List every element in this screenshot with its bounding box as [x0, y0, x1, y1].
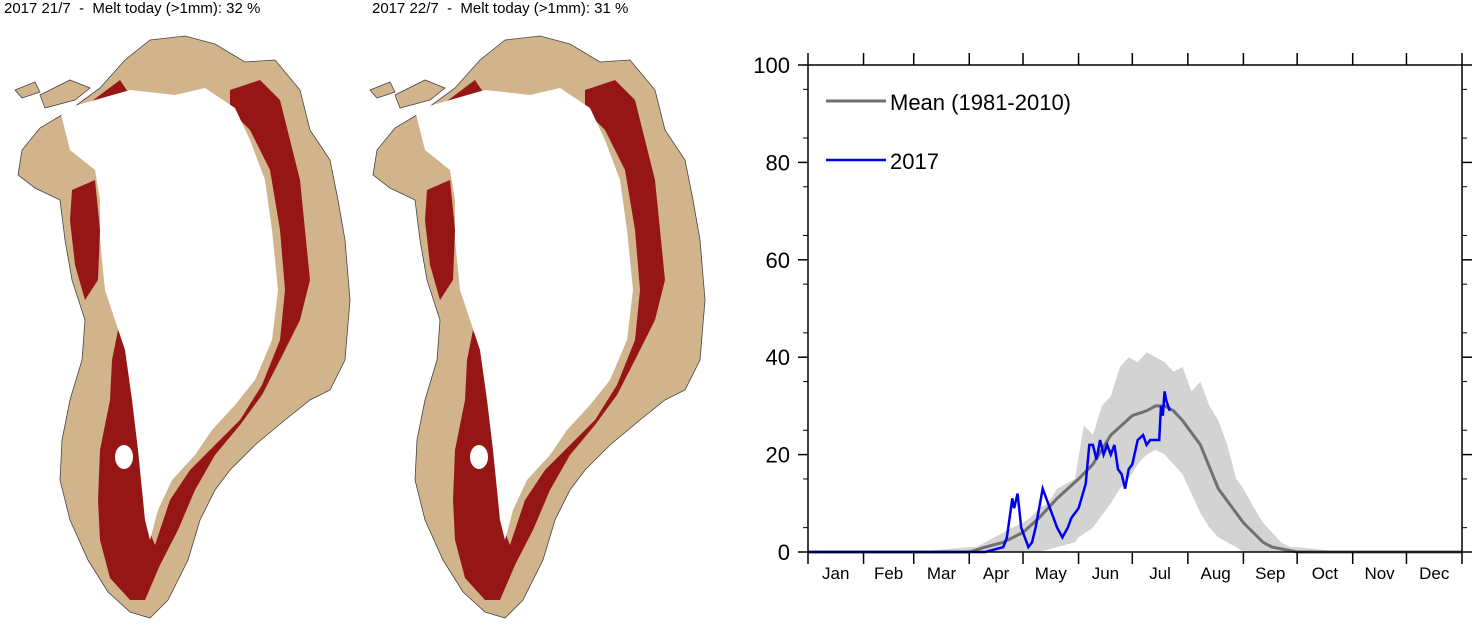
x-tick-label: Sep — [1255, 564, 1285, 583]
y-tick-label: 20 — [766, 443, 790, 468]
x-tick-label: Apr — [983, 564, 1010, 583]
y-tick-label: 60 — [766, 248, 790, 273]
axes: 0 20 40 60 80 100 Jan Feb Mar Apr May Jun Jul Aug Sep O… — [753, 53, 1472, 583]
x-tick-label: Jul — [1149, 564, 1171, 583]
greenland-melt-maps — [14, 35, 706, 619]
y-tick-label: 100 — [753, 53, 790, 78]
x-tick-label: Aug — [1201, 564, 1231, 583]
plot-frame — [807, 64, 1463, 553]
x-tick-label: Nov — [1364, 564, 1395, 583]
x-tick-label: Feb — [874, 564, 903, 583]
x-tick-label: Jan — [822, 564, 849, 583]
map-22-july — [369, 35, 706, 619]
legend-mean-label: Mean (1981-2010) — [890, 90, 1071, 115]
map-title-right: 2017 22/7 - Melt today (>1mm): 31 % — [372, 0, 629, 17]
y-tick-label: 80 — [766, 150, 790, 175]
legend: Mean (1981-2010) 2017 — [826, 90, 1071, 174]
x-tick-label: Oct — [1312, 564, 1339, 583]
x-tick-label: Dec — [1419, 564, 1450, 583]
y-tick-label: 0 — [778, 540, 790, 565]
x-tick-label: May — [1035, 564, 1068, 583]
map-title-left: 2017 21/7 - Melt today (>1mm): 32 % — [4, 0, 261, 17]
x-tick-label: Mar — [927, 564, 957, 583]
legend-2017-label: 2017 — [890, 149, 939, 174]
map-21-july — [14, 35, 351, 619]
series-2017-line — [808, 391, 1172, 554]
y-tick-label: 40 — [766, 345, 790, 370]
x-tick-label: Jun — [1092, 564, 1119, 583]
